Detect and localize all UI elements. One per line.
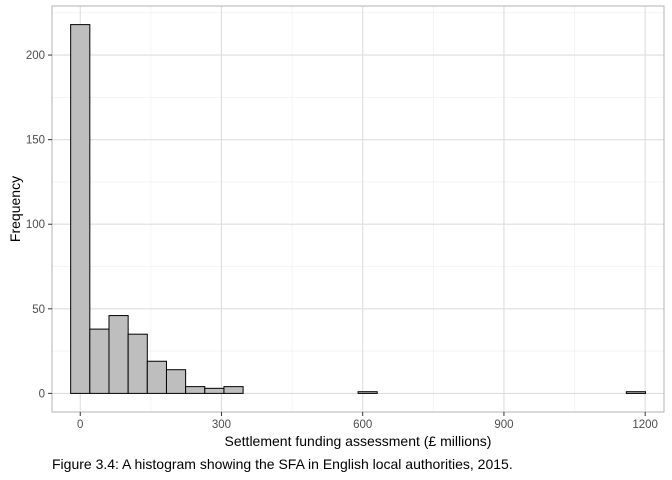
x-axis-title: Settlement funding assessment (£ million… (225, 433, 492, 449)
histogram-bar (204, 387, 225, 394)
x-tick-label: 1200 (632, 419, 658, 431)
histogram-bar (108, 315, 129, 394)
x-tick-label: 600 (353, 419, 372, 431)
histogram-bar (89, 328, 110, 394)
histogram-bar (185, 386, 206, 394)
minor-gridlines (52, 6, 664, 412)
x-tick-label: 300 (212, 419, 231, 431)
x-tick-label: 0 (77, 419, 83, 431)
histogram-bar (70, 24, 91, 394)
histogram-bar (625, 391, 646, 394)
y-tick-label: 150 (26, 135, 45, 147)
y-tick-label: 200 (26, 50, 45, 62)
y-tick-label: 50 (32, 304, 45, 316)
x-tick-label: 900 (494, 419, 513, 431)
y-tick-label: 0 (39, 388, 45, 400)
x-axis: 0 300 600 900 1200 (77, 412, 658, 431)
panel-border (51, 5, 665, 413)
major-gridlines (52, 6, 664, 412)
histogram-bar (165, 369, 187, 394)
histogram-bar (223, 386, 244, 394)
figure-caption: Figure 3.4: A histogram showing the SFA … (52, 456, 513, 472)
histogram-bars (70, 24, 646, 394)
y-axis: 0 50 100 150 200 (26, 50, 52, 400)
y-tick-label: 100 (26, 219, 45, 231)
y-axis-title: Frequency (7, 176, 23, 242)
histogram-bar (357, 391, 378, 394)
histogram-bar (127, 333, 148, 394)
histogram-bar (146, 360, 167, 394)
histogram-chart: 0 300 600 900 1200 0 50 100 150 200 Settlement f… (7, 5, 665, 449)
